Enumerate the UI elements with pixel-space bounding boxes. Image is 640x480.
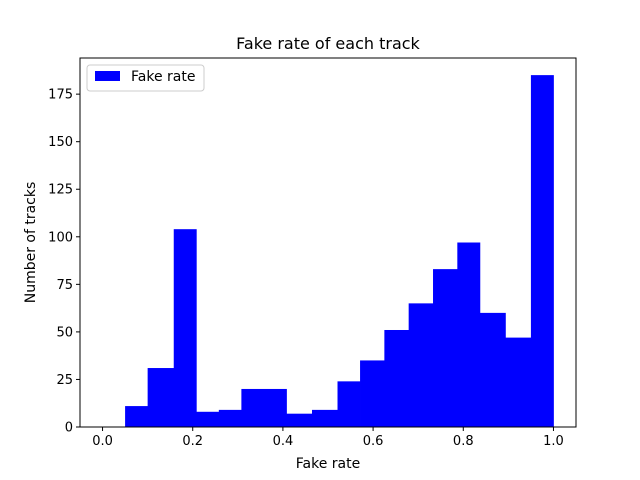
x-axis-label: Fake rate <box>296 456 360 472</box>
y-tick-label: 175 <box>48 88 73 103</box>
x-tick-label: 0.2 <box>182 434 203 449</box>
histogram-bar-16 <box>530 75 554 427</box>
histogram-bar-2 <box>173 229 197 427</box>
y-tick-label: 0 <box>65 421 73 436</box>
y-tick-label: 50 <box>56 325 73 340</box>
bars-group <box>125 75 554 427</box>
y-tick-label: 100 <box>48 230 73 245</box>
x-tick-label: 0.8 <box>453 434 474 449</box>
x-tick-label: 0.0 <box>92 434 113 449</box>
histogram-bar-11 <box>408 303 434 427</box>
x-tick-label: 0.6 <box>363 434 384 449</box>
histogram-bar-1 <box>147 368 175 427</box>
histogram-bar-7 <box>311 409 338 427</box>
chart-title: Fake rate of each track <box>236 34 420 53</box>
legend-label: Fake rate <box>131 69 195 85</box>
x-tick-label: 0.4 <box>273 434 294 449</box>
histogram-bar-6 <box>286 413 313 427</box>
histogram-bar-13 <box>457 242 481 427</box>
x-tick-label: 1.0 <box>543 434 564 449</box>
legend: Fake rate <box>86 64 205 92</box>
histogram-bar-12 <box>433 269 458 427</box>
y-axis-label: Number of tracks <box>23 182 39 304</box>
histogram-bar-14 <box>479 312 506 427</box>
plot-frame <box>79 57 577 428</box>
y-tick-label: 75 <box>56 278 73 293</box>
legend-swatch <box>95 71 120 81</box>
histogram-bar-4 <box>218 409 242 427</box>
histogram-bar-10 <box>384 329 410 427</box>
y-tick-label: 150 <box>48 135 73 150</box>
histogram-bar-9 <box>360 360 385 427</box>
histogram-bar-5 <box>241 388 287 427</box>
histogram-bar-15 <box>505 337 532 427</box>
y-tick-label: 125 <box>48 183 73 198</box>
y-tick-label: 25 <box>56 373 73 388</box>
histogram-bar-0 <box>125 406 149 427</box>
x-axis-ticks: 0.0 0.2 0.4 0.6 0.8 1.0 <box>92 427 564 449</box>
histogram-bar-8 <box>337 381 361 427</box>
histogram-bar-3 <box>196 411 220 427</box>
y-axis-ticks: 0 25 50 75 100 125 150 175 <box>48 88 80 436</box>
